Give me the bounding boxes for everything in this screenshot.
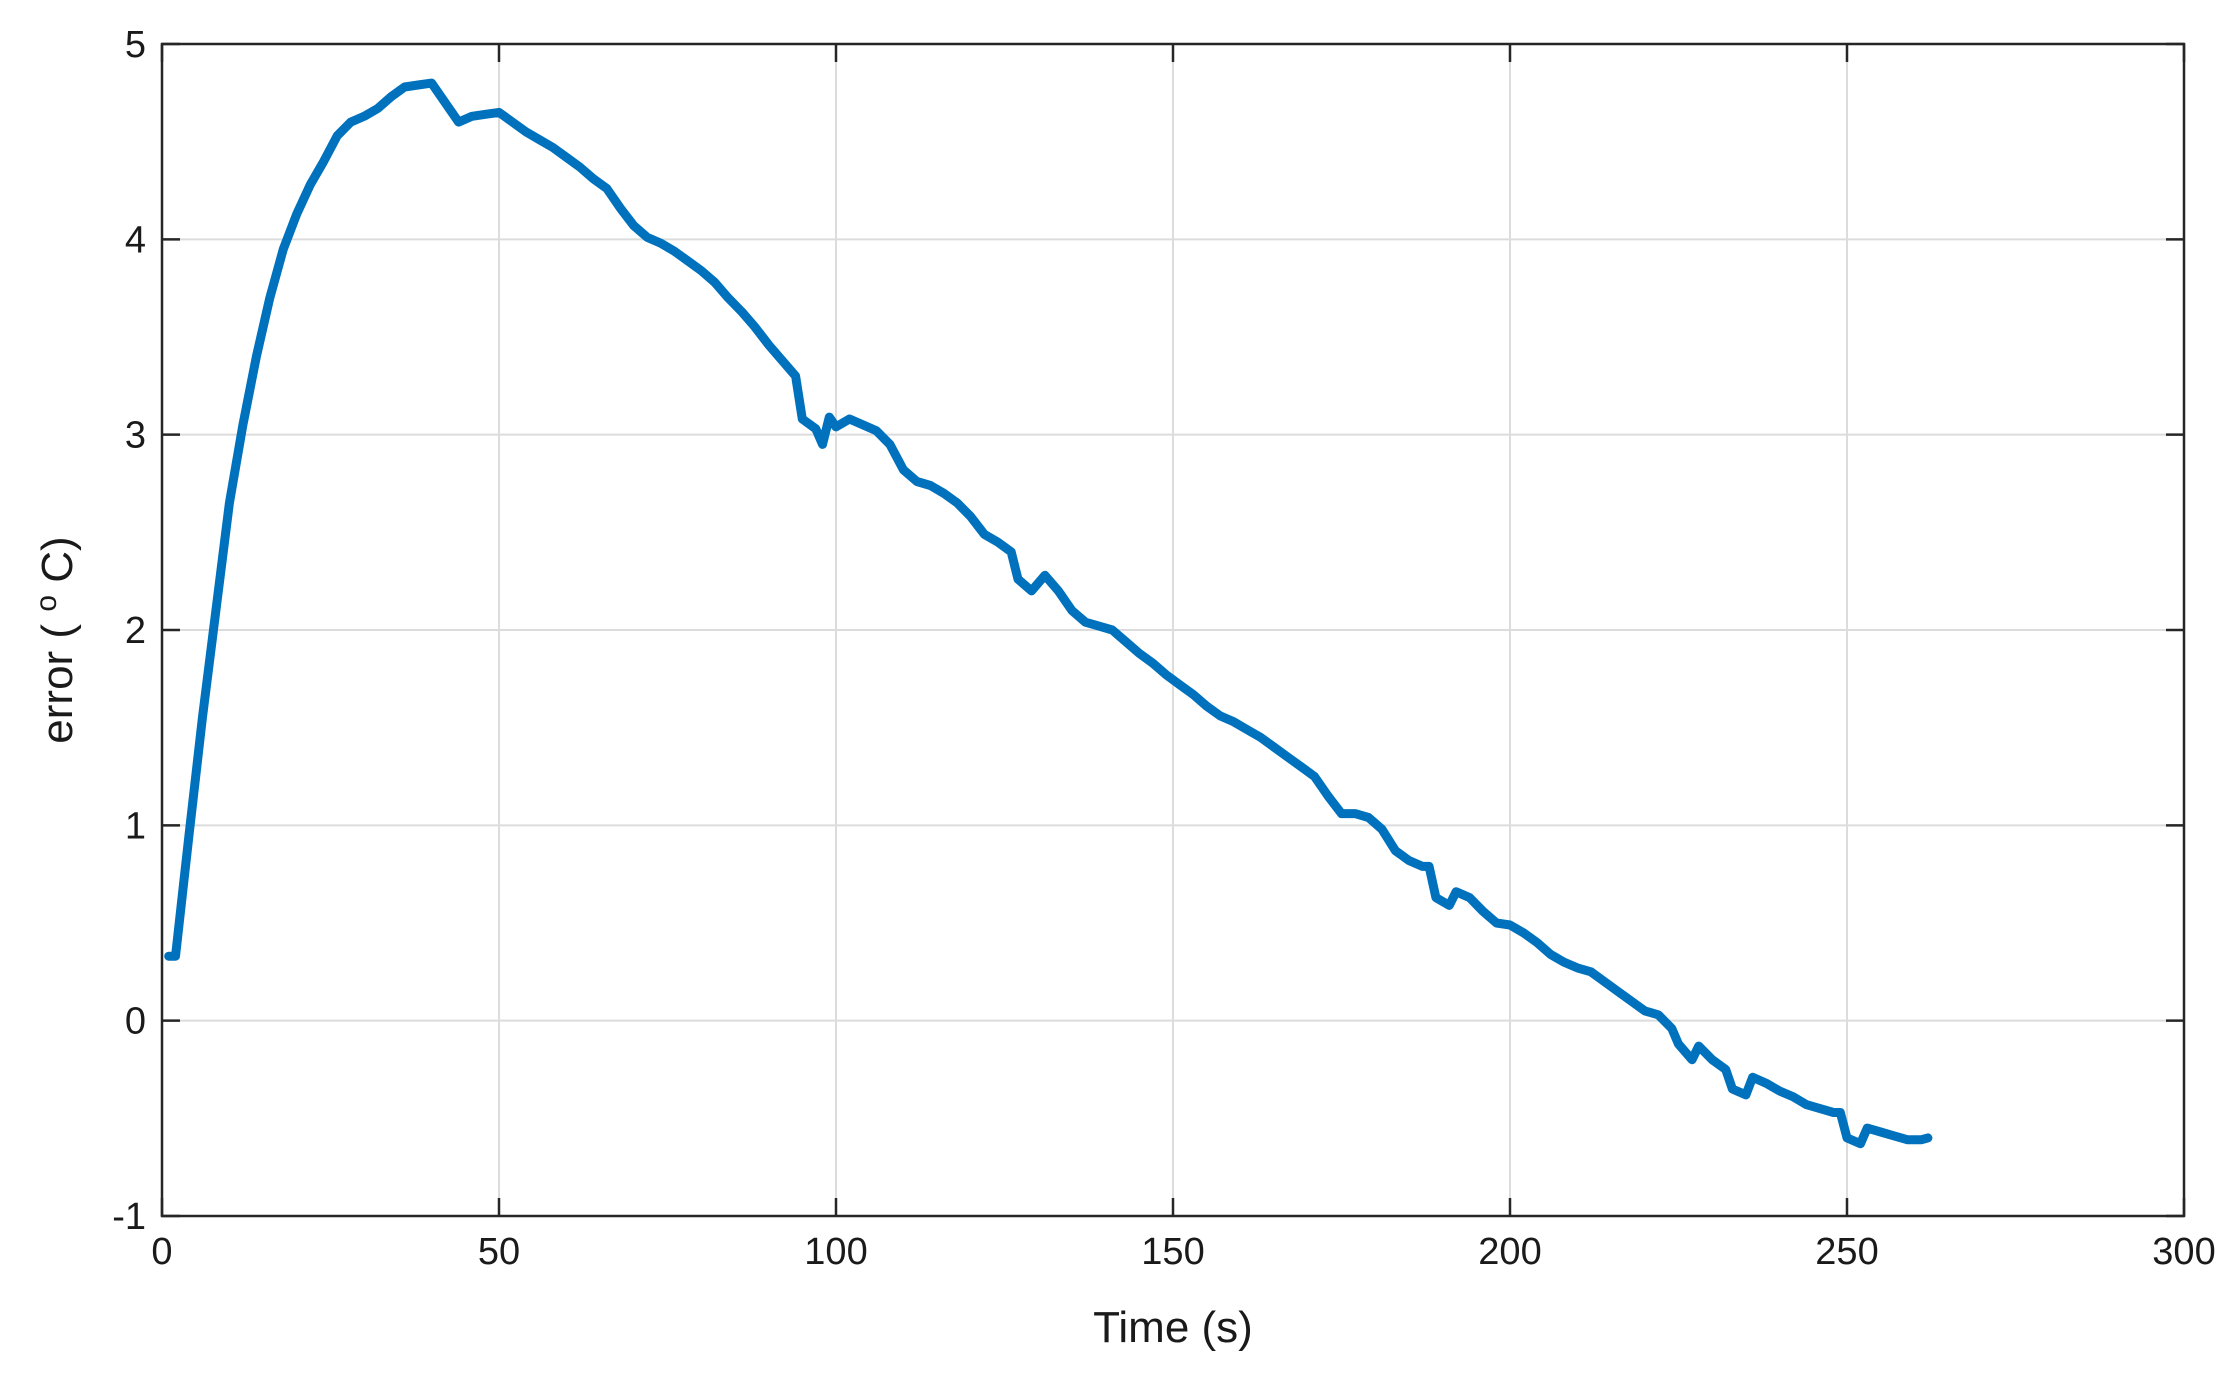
y-axis-label-degree-superscript: o [30,595,63,612]
x-tick-label: 150 [1141,1231,1204,1273]
x-axis-label: Time (s) [1093,1303,1253,1352]
grid-layer [162,44,2184,1216]
x-tick-label: 250 [1815,1231,1878,1273]
y-axis-label-suffix: C) [33,536,82,582]
y-tick-label: 1 [125,805,146,847]
x-tick-label: 0 [151,1231,172,1273]
series-line [164,78,1933,1149]
x-tick-label: 200 [1478,1231,1541,1273]
y-tick-label: 5 [125,24,146,66]
y-axis-label: error ( o C) [17,536,82,743]
y-tick-label: 3 [125,415,146,457]
y-tick-label: 2 [125,610,146,652]
y-tick-label: 4 [125,219,146,261]
y-tick-label: -1 [112,1196,146,1238]
x-tick-label: 50 [478,1231,520,1273]
x-tick-label: 300 [2152,1231,2215,1273]
x-tick-label: 100 [804,1231,867,1273]
series-layer [164,78,1933,1149]
y-axis-label-prefix: error ( [33,624,82,744]
y-tick-label: 0 [125,1001,146,1043]
